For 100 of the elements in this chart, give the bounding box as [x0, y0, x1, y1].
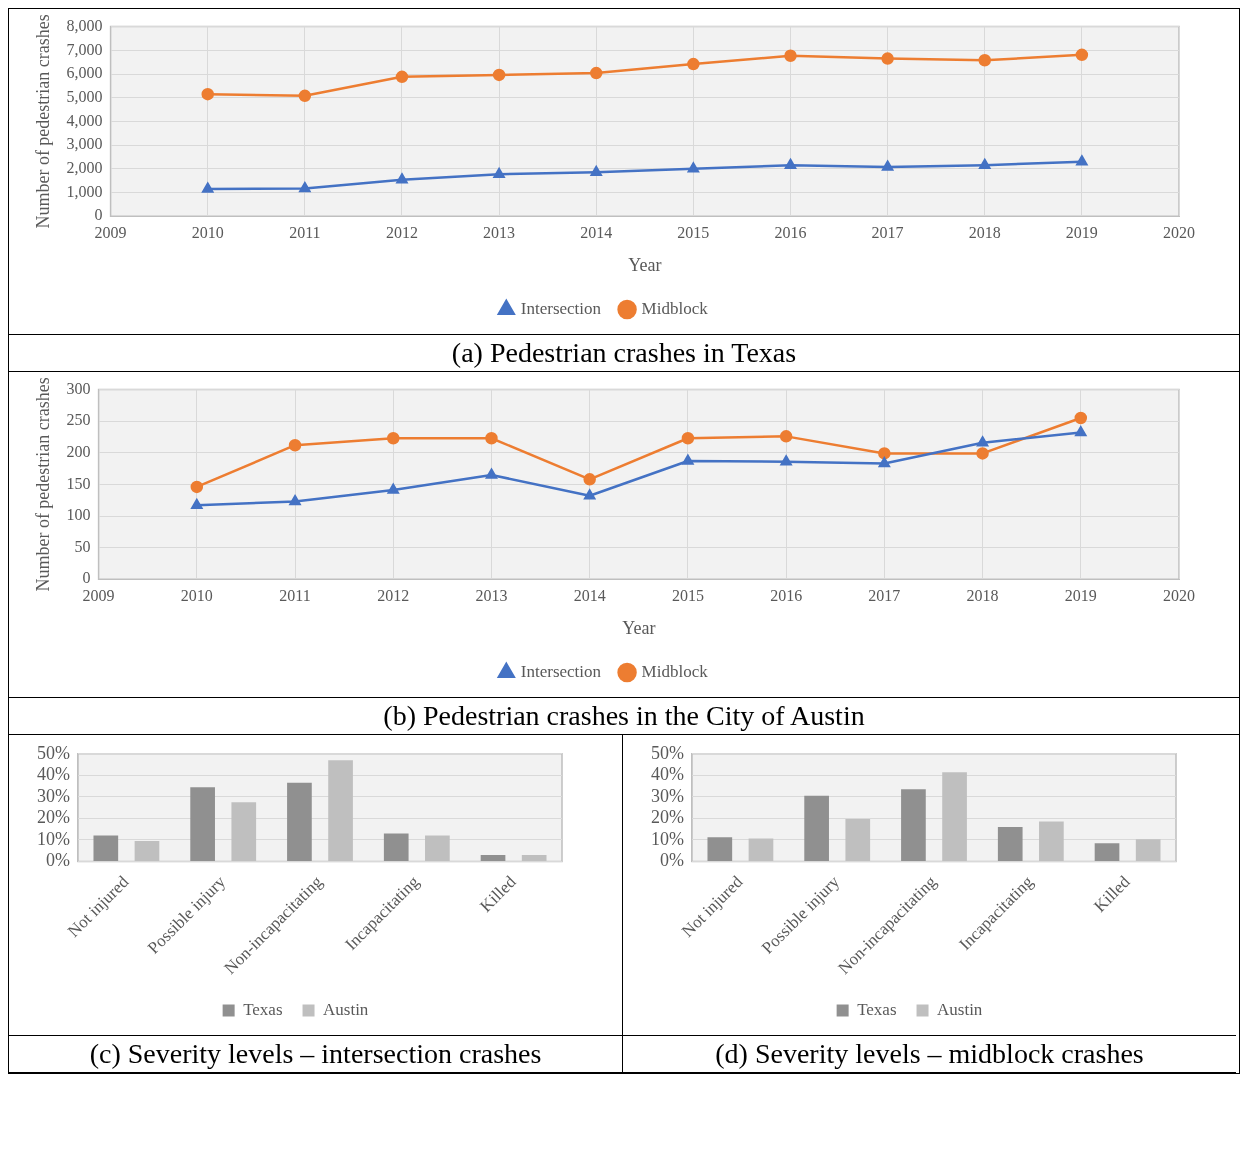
x-tick-label: 2013	[475, 587, 508, 604]
point	[387, 483, 399, 494]
y-tick-label: 20%	[650, 807, 684, 828]
point	[590, 166, 602, 177]
y-tick-label: 20%	[36, 807, 70, 828]
x-tick-label: 2020	[1163, 224, 1195, 241]
x-tick-label: 2018	[966, 587, 999, 604]
legend-label: Austin	[937, 999, 983, 1019]
y-tick-label: 10%	[36, 828, 70, 849]
bar	[521, 854, 547, 861]
point	[882, 160, 894, 171]
y-axis-title: Number of pedestrian crashes	[32, 377, 53, 592]
bar	[804, 795, 829, 861]
point	[881, 52, 894, 65]
x-tick-label: 2017	[868, 587, 901, 604]
legend-label: Midblock	[641, 298, 709, 318]
x-tick-label: 2010	[191, 224, 224, 241]
legend-label: Texas	[857, 999, 897, 1019]
y-tick-label: 50%	[650, 742, 684, 763]
bar	[1135, 839, 1161, 861]
point	[687, 162, 699, 173]
y-tick-label: 7,000	[66, 40, 103, 58]
x-tick-label: 2017	[871, 224, 904, 241]
point	[492, 68, 506, 82]
x-axis-title: Year	[622, 617, 656, 638]
x-tick-label: 2019	[1065, 224, 1098, 241]
text: (a) Pedestrian crashes in Texas	[9, 334, 1239, 372]
x-tick-label: 2012	[377, 587, 410, 604]
point	[878, 457, 890, 468]
y-tick-label: 0%	[45, 850, 70, 871]
x-tick-label: 2015	[671, 587, 704, 604]
legend-label: Austin	[323, 999, 369, 1019]
bar	[1094, 843, 1120, 861]
legend-label: Midblock	[641, 661, 709, 681]
point	[779, 430, 793, 443]
point	[1074, 411, 1088, 425]
x-tick-label: 2018	[968, 224, 1001, 241]
y-tick-label: 0	[94, 206, 103, 224]
y-tick-label: 30%	[650, 785, 684, 806]
point	[395, 70, 409, 84]
y-tick-label: 1,000	[66, 182, 103, 200]
point	[190, 480, 204, 494]
x-tick-label: 2014	[580, 224, 613, 241]
point	[387, 432, 400, 445]
point	[878, 447, 891, 460]
point	[485, 432, 498, 445]
point	[589, 66, 603, 80]
y-tick-label: 300	[66, 379, 91, 397]
x-tick-label: 2014	[573, 587, 606, 604]
y-tick-label: 2,000	[66, 159, 103, 176]
legend-label: Texas	[243, 999, 283, 1019]
point	[784, 49, 797, 62]
x-tick-label: 2011	[289, 224, 321, 241]
text: (c) Severity levels – intersection crashes	[9, 1035, 622, 1073]
bar	[425, 835, 450, 861]
point	[780, 455, 792, 466]
y-tick-label: 100	[66, 506, 91, 524]
bar	[707, 837, 733, 861]
bar	[231, 802, 257, 861]
y-tick-label: 4,000	[66, 111, 103, 129]
y-tick-label: 200	[66, 443, 91, 460]
point	[1076, 155, 1088, 166]
point	[978, 54, 991, 67]
bar	[997, 827, 1023, 861]
x-tick-label: 2019	[1064, 587, 1097, 604]
x-tick-label: 2020	[1163, 587, 1195, 604]
point	[682, 454, 694, 465]
point	[201, 87, 214, 101]
y-tick-label: 6,000	[66, 64, 103, 82]
y-tick-label: 0%	[659, 850, 684, 871]
point	[396, 173, 408, 184]
point	[289, 495, 301, 506]
point	[485, 468, 498, 479]
legend-label: Intersection	[520, 298, 602, 318]
x-tick-label: 2012	[385, 224, 418, 241]
bar	[93, 835, 119, 861]
x-tick-label: 2011	[279, 587, 311, 604]
point	[299, 182, 311, 193]
y-tick-label: 50%	[36, 742, 70, 763]
point	[298, 89, 312, 103]
x-tick-label: 2009	[82, 587, 115, 604]
point	[288, 438, 302, 452]
y-tick-label: 50	[74, 537, 91, 555]
bar	[383, 833, 409, 861]
legend-label: Intersection	[520, 661, 602, 681]
point	[976, 447, 989, 460]
bar	[845, 819, 871, 861]
y-tick-label: 250	[66, 411, 91, 429]
y-axis-title: Number of pedestrian crashes	[32, 14, 53, 229]
point	[976, 436, 989, 447]
text: (d) Severity levels – midblock crashes	[623, 1035, 1236, 1073]
point	[191, 499, 203, 510]
y-tick-label: 40%	[36, 764, 70, 785]
y-tick-label: 30%	[36, 785, 70, 806]
bar	[480, 854, 506, 861]
point	[681, 432, 695, 445]
y-tick-label: 150	[66, 474, 91, 492]
y-tick-label: 10%	[650, 828, 684, 849]
bar	[748, 838, 774, 861]
x-tick-label: 2013	[483, 224, 516, 241]
